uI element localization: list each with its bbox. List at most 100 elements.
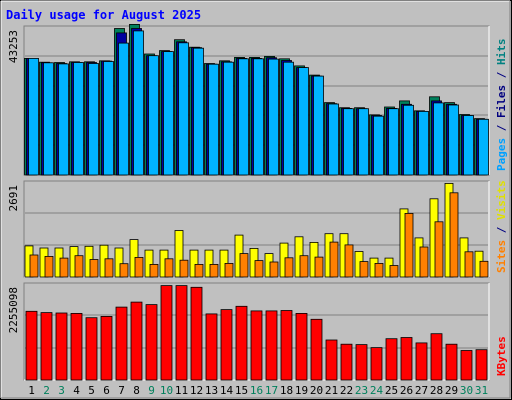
bar-kbytes-kbytes-day-8	[130, 301, 143, 381]
bar-hits-pages-day-27	[418, 111, 429, 176]
bar-kbytes-kbytes-day-2	[40, 312, 53, 381]
bar-kbytes-kbytes-day-7	[115, 306, 128, 381]
bar-visits-sites-day-4	[74, 255, 84, 278]
bar-kbytes-kbytes-day-11	[175, 285, 188, 381]
day-label-22: 22	[340, 384, 353, 397]
bar-visits-sites-day-31	[479, 260, 489, 278]
bar-hits-pages-day-22	[343, 108, 354, 176]
bar-visits-sites-day-21	[329, 241, 339, 278]
bar-kbytes-kbytes-day-12	[190, 286, 203, 381]
bar-kbytes-kbytes-day-21	[325, 339, 338, 381]
x-axis-day-labels: 1 2 3 4 5 6 7 8 9 10 11 12 13 14 15 16 17 18 19 20 21 22 23 24 2…	[28, 384, 488, 397]
bar-visits-sites-day-28	[434, 221, 444, 278]
bar-visits-sites-day-1	[29, 254, 39, 278]
bar-kbytes-kbytes-day-24	[370, 347, 383, 381]
bar-hits-pages-day-18	[283, 61, 294, 176]
day-label-29: 29	[445, 384, 458, 397]
bar-visits-sites-day-14	[224, 262, 234, 278]
bar-visits-sites-day-13	[209, 263, 219, 278]
chart-panels: 43253 Pages / Files / Hits 2691 Sites / Vis…	[7, 23, 508, 381]
bar-kbytes-kbytes-day-15	[235, 305, 248, 381]
legend-entry: Files	[495, 85, 508, 118]
bar-kbytes-kbytes-day-10	[160, 285, 173, 381]
bar-kbytes-kbytes-day-20	[310, 318, 323, 381]
bar-visits-sites-day-17	[269, 261, 279, 278]
bar-hits-pages-day-5	[88, 63, 99, 176]
panel-legend: Pages / Files / Hits	[495, 39, 508, 172]
bar-visits-sites-day-7	[119, 263, 129, 278]
bar-hits-pages-day-3	[58, 63, 69, 176]
bar-hits-pages-day-15	[238, 58, 249, 176]
bar-visits-sites-day-30	[464, 251, 474, 278]
bar-hits-pages-day-19	[298, 67, 309, 176]
day-label-26: 26	[400, 384, 413, 397]
bar-visits-visits-day-12	[189, 249, 199, 278]
day-label-12: 12	[190, 384, 203, 397]
bar-visits-sites-day-12	[194, 263, 204, 278]
bar-visits-sites-day-15	[239, 253, 249, 278]
bar-kbytes-kbytes-day-17	[265, 310, 278, 381]
bar-hits-pages-day-9	[148, 55, 159, 176]
bar-visits-sites-day-3	[59, 257, 69, 278]
bar-hits-pages-day-11	[178, 42, 189, 176]
legend-entry: Pages	[495, 138, 508, 171]
bar-visits-visits-day-9	[144, 249, 154, 278]
bar-hits-pages-day-21	[328, 103, 339, 176]
day-label-16: 16	[250, 384, 263, 397]
day-label-5: 5	[88, 384, 95, 397]
bar-kbytes-kbytes-day-26	[400, 337, 413, 381]
day-label-17: 17	[265, 384, 278, 397]
bar-visits-sites-day-20	[314, 256, 324, 278]
bar-hits-pages-day-10	[163, 51, 174, 176]
y-max-label: 2255098	[7, 287, 20, 333]
bar-visits-sites-day-26	[404, 212, 414, 278]
bar-visits-sites-day-9	[149, 263, 159, 278]
bar-kbytes-kbytes-day-23	[355, 344, 368, 381]
bar-hits-pages-day-13	[208, 63, 219, 176]
bar-visits-sites-day-25	[389, 265, 399, 278]
bar-hits-pages-day-17	[268, 58, 279, 176]
chart-title: Daily usage for August 2025	[6, 8, 201, 22]
day-label-10: 10	[160, 384, 173, 397]
panel-legend: Sites / Visits	[495, 180, 508, 273]
day-label-27: 27	[415, 384, 428, 397]
bar-hits-pages-day-25	[388, 108, 399, 176]
bar-hits-pages-day-12	[193, 47, 204, 176]
bar-visits-sites-day-11	[179, 259, 189, 278]
day-label-30: 30	[460, 384, 473, 397]
legend-entry: Hits	[495, 39, 508, 66]
day-label-9: 9	[148, 384, 155, 397]
legend-entry: Sites	[495, 240, 508, 273]
bar-hits-pages-day-28	[433, 102, 444, 176]
bar-visits-sites-day-6	[104, 258, 114, 278]
day-label-4: 4	[73, 384, 80, 397]
day-label-24: 24	[370, 384, 384, 397]
bar-kbytes-kbytes-day-31	[475, 349, 488, 381]
day-label-25: 25	[385, 384, 398, 397]
day-label-28: 28	[430, 384, 443, 397]
bar-visits-sites-day-29	[449, 192, 459, 278]
bar-hits-pages-day-23	[358, 108, 369, 176]
day-label-15: 15	[235, 384, 248, 397]
day-label-14: 14	[220, 384, 234, 397]
bar-hits-pages-day-24	[373, 115, 384, 176]
legend-entry: Visits	[495, 180, 508, 220]
bar-visits-sites-day-18	[284, 257, 294, 278]
bar-kbytes-kbytes-day-27	[415, 342, 428, 381]
bar-visits-sites-day-2	[44, 255, 54, 278]
day-label-20: 20	[310, 384, 323, 397]
bar-kbytes-kbytes-day-19	[295, 312, 308, 381]
day-label-18: 18	[280, 384, 293, 397]
day-label-31: 31	[475, 384, 488, 397]
bar-visits-sites-day-5	[89, 259, 99, 278]
bar-kbytes-kbytes-day-9	[145, 304, 158, 381]
bar-kbytes-kbytes-day-22	[340, 343, 353, 381]
bar-visits-sites-day-19	[299, 255, 309, 278]
legend-entry: /	[495, 118, 508, 138]
panel-hits: 43253 Pages / Files / Hits	[7, 23, 508, 176]
legend-entry: /	[495, 220, 508, 240]
bar-visits-sites-day-23	[359, 261, 369, 278]
day-label-13: 13	[205, 384, 218, 397]
bar-visits-sites-day-24	[374, 262, 384, 278]
